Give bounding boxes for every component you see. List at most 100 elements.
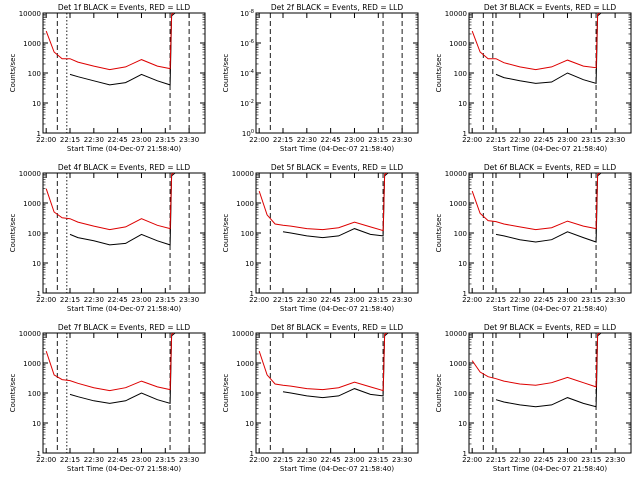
chart-title: Det 9f BLACK = Events, RED = LLD — [484, 323, 617, 332]
series-line-events — [495, 173, 602, 243]
y-tick-label: 10-8 — [240, 9, 254, 18]
y-tick-label: 10000 — [19, 170, 41, 178]
x-tick-label: 23:30 — [605, 456, 625, 464]
chart-title: Det 5f BLACK = Events, RED = LLD — [271, 163, 404, 172]
x-tick-label: 23:30 — [392, 456, 412, 464]
x-axis-label: Start Time (04-Dec-07 21:58:40) — [280, 145, 394, 153]
x-tick-label: 23:30 — [605, 296, 625, 304]
y-tick-label: 100 — [454, 70, 467, 78]
plot-frame — [42, 332, 206, 454]
y-tick-label: 100 — [242, 129, 254, 138]
series-line-events — [69, 173, 176, 246]
x-tick-label: 23:15 — [155, 456, 175, 464]
x-tick-label: 22:15 — [60, 296, 80, 304]
x-tick-label: 23:00 — [557, 136, 577, 144]
y-tick-label: 10000 — [232, 170, 254, 178]
y-tick-label: 10 — [458, 420, 467, 428]
y-tick-label: 10 — [458, 100, 467, 108]
series-line-events — [495, 333, 602, 408]
y-tick-label: 10-4 — [240, 69, 254, 78]
x-tick-label: 22:15 — [60, 136, 80, 144]
y-tick-label: 10 — [32, 100, 41, 108]
y-tick-label: 1 — [37, 130, 41, 138]
y-tick-exponent: 0 — [251, 129, 254, 135]
x-tick-label: 22:45 — [321, 296, 341, 304]
x-tick-label: 23:30 — [392, 296, 412, 304]
chart-title: Det 4f BLACK = Events, RED = LLD — [58, 163, 191, 172]
x-tick-label: 23:15 — [581, 136, 601, 144]
x-tick-label: 23:15 — [581, 296, 601, 304]
y-tick-label: 1000 — [449, 40, 467, 48]
y-tick-label: 10000 — [19, 330, 41, 338]
x-tick-label: 22:00 — [249, 296, 269, 304]
x-tick-label: 22:15 — [273, 136, 293, 144]
series-line-lld — [45, 13, 175, 71]
x-tick-label: 22:30 — [297, 296, 317, 304]
y-axis-label: Counts/sec — [435, 54, 443, 93]
chart-title: Det 6f BLACK = Events, RED = LLD — [484, 163, 617, 172]
y-tick-label: 10-2 — [240, 99, 254, 108]
plot-frame — [255, 172, 419, 294]
x-tick-label: 22:00 — [462, 136, 482, 144]
chart-panel-1: Det 1f BLACK = Events, RED = LLD 1 10 100 10… — [9, 3, 206, 153]
x-tick-label: 23:00 — [344, 136, 364, 144]
x-tick-label: 23:30 — [179, 456, 199, 464]
y-axis-label: Counts/sec — [435, 374, 443, 413]
x-tick-label: 22:15 — [60, 456, 80, 464]
x-tick-label: 22:00 — [462, 456, 482, 464]
y-tick-label: 1000 — [236, 360, 254, 368]
x-tick-label: 22:15 — [273, 296, 293, 304]
series-line-lld — [45, 333, 175, 392]
x-tick-label: 22:15 — [486, 296, 506, 304]
x-tick-label: 22:30 — [297, 136, 317, 144]
y-axis-label: Counts/sec — [9, 54, 17, 93]
x-tick-label: 23:00 — [557, 456, 577, 464]
y-axis-label: Counts/sec — [222, 374, 230, 413]
x-tick-label: 22:00 — [462, 296, 482, 304]
y-tick-label: 10000 — [19, 10, 41, 18]
chart-panel-4: Det 4f BLACK = Events, RED = LLD 1 10 100 10… — [9, 163, 206, 313]
series-line-events — [69, 333, 176, 405]
x-tick-label: 23:15 — [368, 136, 388, 144]
x-axis-label: Start Time (04-Dec-07 21:58:40) — [67, 145, 181, 153]
y-tick-label: 1000 — [449, 200, 467, 208]
x-tick-label: 22:30 — [84, 136, 104, 144]
x-tick-label: 22:00 — [249, 456, 269, 464]
x-tick-label: 22:00 — [249, 136, 269, 144]
y-tick-label: 100 — [241, 390, 254, 398]
series-line-events — [495, 13, 602, 85]
plot-frame — [42, 172, 206, 294]
y-tick-label: 1000 — [23, 360, 41, 368]
x-tick-label: 23:30 — [605, 136, 625, 144]
x-tick-label: 22:45 — [321, 136, 341, 144]
plot-frame — [468, 12, 632, 134]
y-tick-label: 1000 — [236, 200, 254, 208]
x-axis-label: Start Time (04-Dec-07 21:58:40) — [67, 305, 181, 313]
chart-panel-5: Det 5f BLACK = Events, RED = LLD 1 10 100 10… — [222, 163, 419, 313]
x-tick-label: 22:45 — [321, 456, 341, 464]
chart-panel-6: Det 6f BLACK = Events, RED = LLD 1 10 100 10… — [435, 163, 632, 313]
y-tick-label: 1000 — [23, 40, 41, 48]
y-axis-label: Counts/sec — [222, 214, 230, 253]
x-axis-label: Start Time (04-Dec-07 21:58:40) — [280, 465, 394, 473]
y-tick-label: 1 — [463, 130, 467, 138]
y-tick-label: 1 — [250, 290, 254, 298]
x-tick-label: 22:45 — [534, 456, 554, 464]
y-tick-label: 1 — [463, 290, 467, 298]
x-tick-label: 22:30 — [510, 136, 530, 144]
x-tick-label: 23:15 — [368, 296, 388, 304]
y-tick-label: 10000 — [232, 330, 254, 338]
x-tick-label: 23:30 — [179, 136, 199, 144]
x-tick-label: 23:00 — [344, 296, 364, 304]
chart-panel-8: Det 8f BLACK = Events, RED = LLD 1 10 100 10… — [222, 323, 419, 473]
series-line-lld — [471, 173, 601, 231]
y-tick-exponent: -8 — [249, 9, 254, 15]
x-tick-label: 22:30 — [297, 456, 317, 464]
chart-panel-7: Det 7f BLACK = Events, RED = LLD 1 10 100 10… — [9, 323, 206, 473]
y-tick-label: 10 — [32, 260, 41, 268]
x-axis-label: Start Time (04-Dec-07 21:58:40) — [493, 465, 607, 473]
y-axis-label: Counts/sec — [435, 214, 443, 253]
chart-title: Det 7f BLACK = Events, RED = LLD — [58, 323, 191, 332]
series-line-events — [69, 13, 176, 86]
